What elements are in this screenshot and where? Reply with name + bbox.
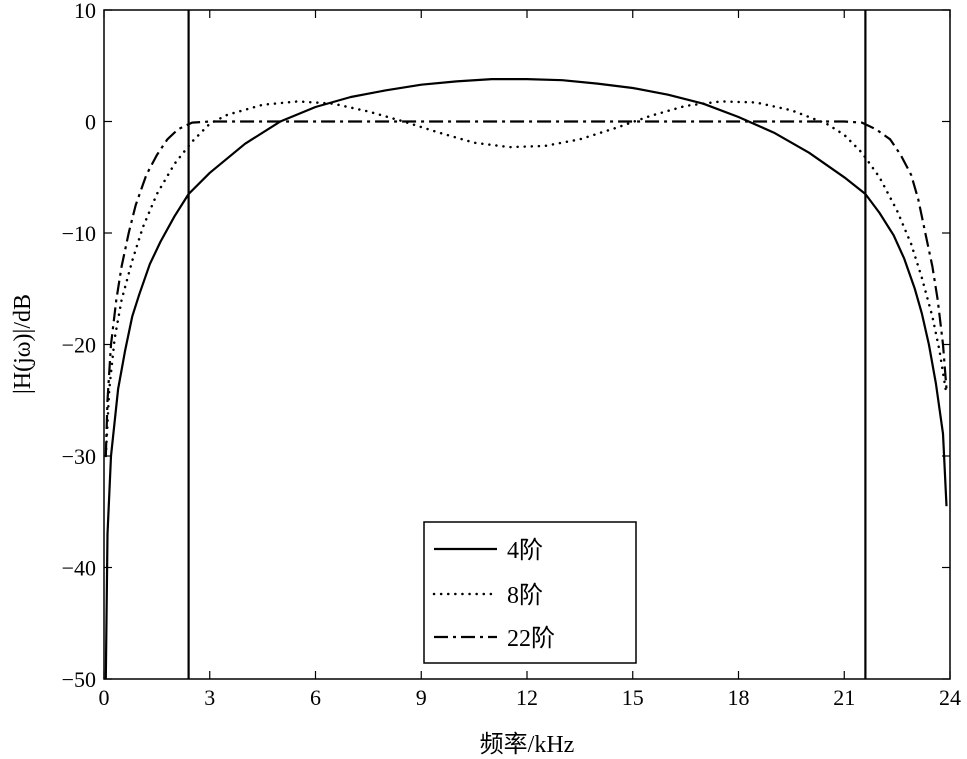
y-tick-label: −10 (62, 221, 96, 246)
x-axis-ticks: 0 3 6 9 12 15 18 21 24 (99, 10, 961, 710)
x-tick-label: 15 (622, 685, 644, 710)
vertical-marker-lines (187, 10, 867, 679)
series-line-1 (104, 77, 948, 679)
series-line-3 (104, 120, 948, 457)
legend-box (423, 521, 637, 664)
y-tick-label: −40 (62, 556, 96, 581)
y-axis-label: |H(jω)|/dB (10, 294, 36, 394)
x-tick-label: 18 (728, 685, 750, 710)
y-tick-label: −20 (62, 333, 96, 358)
y-tick-label: −50 (62, 667, 96, 692)
series-line-2 (104, 100, 948, 458)
x-tick-label: 6 (310, 685, 321, 710)
x-tick-label: 9 (416, 685, 427, 710)
x-tick-label: 21 (833, 685, 855, 710)
y-tick-label: 10 (74, 0, 96, 23)
x-tick-label: 3 (204, 685, 215, 710)
y-axis-ticks: −50 −40 −30 −20 −10 0 10 (62, 0, 950, 692)
series-group (104, 77, 948, 679)
x-tick-label: 12 (516, 685, 538, 710)
x-axis-label: 频率/kHz (480, 731, 575, 758)
legend-label-8: 8阶 (507, 582, 543, 609)
y-tick-label: −30 (62, 444, 96, 469)
legend-label-22: 22阶 (507, 625, 555, 652)
x-tick-label: 24 (939, 685, 961, 710)
legend-label-4: 4阶 (507, 537, 543, 564)
x-tick-label: 0 (99, 685, 110, 710)
y-tick-label: 0 (85, 110, 96, 135)
legend: 4阶 8阶 22阶 (423, 521, 637, 664)
